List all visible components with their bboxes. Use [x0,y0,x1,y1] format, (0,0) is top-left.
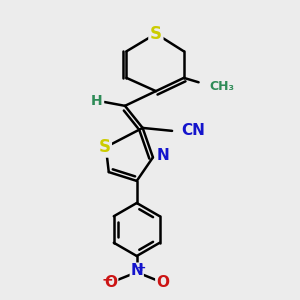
Text: O: O [156,275,169,290]
Text: H: H [91,94,103,107]
Text: CH₃: CH₃ [209,80,234,93]
Text: O: O [105,275,118,290]
Text: CN: CN [181,123,205,138]
Text: −: − [101,273,113,286]
Text: N: N [130,263,143,278]
Text: S: S [98,138,110,156]
Text: +: + [137,263,146,273]
Text: N: N [157,148,169,164]
Text: S: S [150,25,162,43]
